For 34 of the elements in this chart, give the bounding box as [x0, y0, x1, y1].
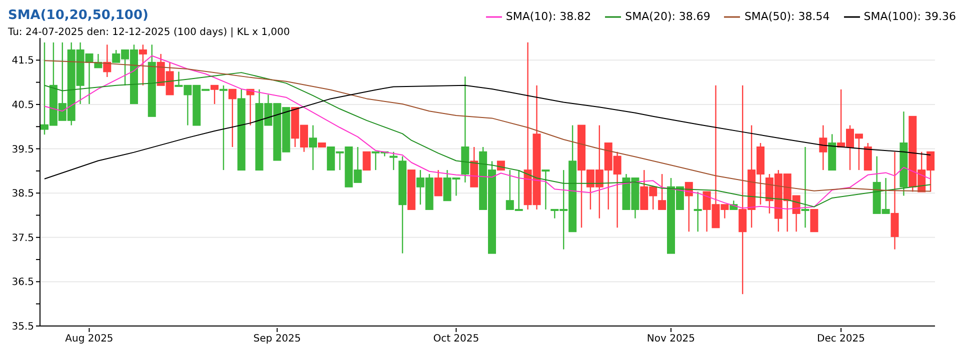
candlestick	[390, 151, 398, 171]
x-tick-label: Dec 2025	[817, 333, 866, 344]
candlestick	[138, 44, 147, 86]
y-tick-label: 38.5	[12, 188, 34, 200]
candlestick	[810, 208, 818, 232]
candlestick	[220, 84, 228, 171]
candlestick	[228, 88, 236, 148]
candlestick	[362, 151, 371, 171]
candlestick	[434, 169, 442, 196]
y-tick-label: 37.5	[12, 232, 34, 244]
y-tick-label: 35.5	[12, 322, 34, 333]
chart-subtitle: Tu: 24-07-2025 den: 12-12-2025 (100 days) | KL x 1,000	[8, 27, 290, 38]
y-tick-label: 41.5	[12, 56, 34, 67]
candlestick	[210, 84, 219, 105]
candlestick	[801, 146, 810, 228]
chart-title: SMA(10,20,50,100)	[8, 8, 148, 23]
candlestick	[309, 124, 317, 171]
candlestick	[890, 151, 899, 250]
legend-label: SMA(20): 38.69	[625, 10, 710, 23]
candlestick	[542, 169, 550, 210]
legend-label: SMA(100): 39.36	[864, 10, 956, 23]
x-tick-label: Sep 2025	[253, 333, 301, 344]
legend-label: SMA(50): 38.54	[744, 10, 830, 23]
y-tick-label: 39.5	[12, 144, 34, 156]
candlestick	[864, 142, 872, 171]
candlestick	[658, 173, 666, 210]
y-tick-label: 36.5	[12, 277, 34, 288]
candlestick	[819, 124, 828, 171]
x-tick-label: Nov 2025	[646, 333, 696, 344]
legend-label: SMA(10): 38.82	[506, 10, 592, 23]
x-tick-label: Oct 2025	[433, 333, 480, 344]
y-tick-label: 40.5	[12, 100, 34, 112]
candlestick	[694, 191, 702, 232]
x-tick-label: Aug 2025	[65, 333, 114, 344]
